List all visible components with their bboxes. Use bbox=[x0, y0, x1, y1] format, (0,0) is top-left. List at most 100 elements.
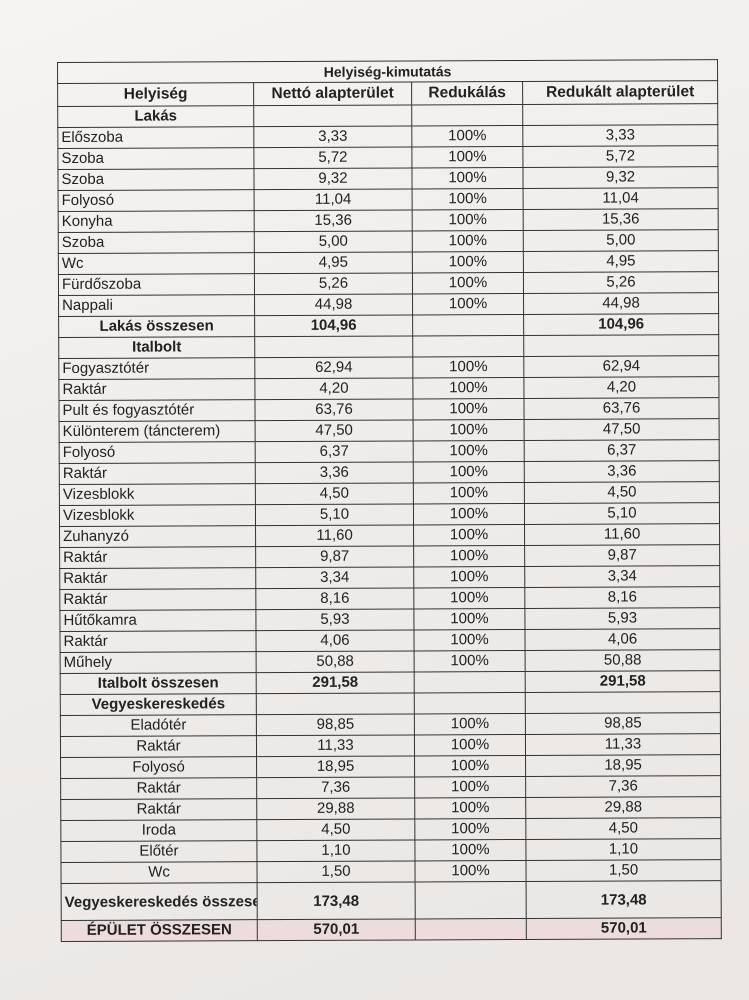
room-name: Vegyeskereskedés összesen bbox=[61, 882, 258, 921]
reduction: 100% bbox=[412, 251, 524, 273]
room-name: Zuhanyzó bbox=[59, 525, 256, 548]
reduction: 100% bbox=[413, 608, 525, 630]
reduced-area: 570,01 bbox=[526, 917, 722, 940]
reduced-area: 7,36 bbox=[525, 775, 721, 798]
reduced-area: 47,50 bbox=[524, 418, 720, 441]
table-row: Vizesblokk 5,10 100% 5,10 bbox=[59, 502, 720, 527]
section-total-row: Italbolt összesen 291,58 291,58 bbox=[60, 670, 721, 695]
table-row: Folyosó 18,95 100% 18,95 bbox=[60, 754, 721, 779]
room-name: Fogyasztótér bbox=[58, 357, 255, 380]
room-name: Hűtőkamra bbox=[59, 609, 256, 632]
reduced-area: 6,37 bbox=[524, 439, 720, 462]
reduced-area: 98,85 bbox=[525, 712, 721, 735]
net-area: 9,32 bbox=[253, 167, 413, 190]
net-area: 3,34 bbox=[255, 566, 414, 589]
reduced-area: 3,33 bbox=[522, 124, 718, 147]
room-schedule-table: Helyiség-kimutatás Helyiség Nettó alapte… bbox=[57, 59, 722, 942]
room-name: Eladótér bbox=[60, 714, 257, 737]
table-row: Raktár 29,88 100% 29,88 bbox=[60, 796, 721, 821]
net-area: 173,48 bbox=[257, 881, 416, 920]
reduction: 100% bbox=[414, 734, 526, 756]
room-name: Pult és fogyasztótér bbox=[58, 399, 256, 422]
net-area: 1,50 bbox=[256, 860, 416, 883]
reduction: 100% bbox=[413, 524, 525, 546]
reduction: 100% bbox=[414, 755, 526, 777]
table-title-row: Helyiség-kimutatás bbox=[57, 59, 718, 84]
table-row: Wc 4,95 100% 4,95 bbox=[58, 250, 719, 275]
reduction: 100% bbox=[413, 440, 525, 462]
table-title: Helyiség-kimutatás bbox=[57, 59, 718, 84]
reduced-area: 5,72 bbox=[522, 145, 719, 168]
table-row: Raktár 11,33 100% 11,33 bbox=[60, 733, 721, 758]
reduction: 100% bbox=[412, 209, 524, 231]
reduced-area: 4,06 bbox=[524, 628, 721, 651]
room-name: Nappali bbox=[58, 294, 255, 317]
net-area: 63,76 bbox=[254, 398, 414, 421]
room-name: Előszoba bbox=[57, 126, 254, 149]
room-name: Különterem (táncterem) bbox=[59, 420, 256, 443]
reduction bbox=[415, 918, 527, 940]
reduced-area: 9,32 bbox=[522, 166, 719, 189]
room-name: Folyosó bbox=[60, 756, 257, 779]
room-name: ÉPÜLET ÖSSZESEN bbox=[61, 919, 258, 942]
section-header-row: Vegyeskereskedés bbox=[60, 691, 721, 716]
table-row: Vizesblokk 4,50 100% 4,50 bbox=[59, 481, 720, 506]
table-row: Raktár 7,36 100% 7,36 bbox=[60, 775, 721, 800]
net-area: 6,37 bbox=[255, 440, 414, 463]
table-row: Előszoba 3,33 100% 3,33 bbox=[57, 124, 718, 149]
room-name: Italbolt összesen bbox=[60, 672, 257, 695]
section-title: Vegyeskereskedés bbox=[60, 693, 257, 716]
reduced-area: 5,26 bbox=[523, 271, 719, 294]
empty-cell bbox=[414, 692, 526, 714]
column-header: Helyiség bbox=[57, 82, 254, 107]
reduced-area: 3,36 bbox=[524, 460, 720, 483]
table-row: Raktár 9,87 100% 9,87 bbox=[59, 544, 720, 569]
grand-total-row: ÉPÜLET ÖSSZESEN 570,01 570,01 bbox=[61, 917, 722, 942]
net-area: 18,95 bbox=[256, 755, 415, 778]
room-name: Folyosó bbox=[59, 441, 256, 464]
reduction: 100% bbox=[414, 797, 526, 819]
reduced-area: 11,33 bbox=[525, 733, 721, 756]
reduction: 100% bbox=[412, 230, 524, 252]
room-name: Raktár bbox=[59, 462, 256, 485]
room-name: Műhely bbox=[60, 651, 257, 674]
net-area: 5,72 bbox=[253, 146, 412, 169]
empty-cell bbox=[254, 335, 413, 358]
room-name: Raktár bbox=[60, 777, 257, 800]
table-row: Iroda 4,50 100% 4,50 bbox=[60, 817, 721, 842]
reduction: 100% bbox=[412, 356, 524, 378]
room-name: Iroda bbox=[60, 819, 257, 842]
reduced-area: 4,50 bbox=[525, 817, 721, 840]
reduced-area: 291,58 bbox=[525, 670, 721, 693]
empty-cell bbox=[411, 104, 523, 126]
reduction: 100% bbox=[413, 587, 525, 609]
table-row: Raktár 4,20 100% 4,20 bbox=[58, 376, 720, 401]
empty-cell bbox=[523, 334, 719, 357]
reduced-area: 4,50 bbox=[524, 481, 720, 504]
reduction: 100% bbox=[412, 398, 525, 420]
reduced-area: 173,48 bbox=[526, 880, 722, 919]
net-area: 44,98 bbox=[254, 293, 413, 316]
reduction bbox=[412, 314, 524, 336]
reduction: 100% bbox=[413, 461, 525, 483]
reduction: 100% bbox=[413, 566, 525, 588]
net-area: 62,94 bbox=[254, 356, 413, 379]
table-row: Szoba 5,00 100% 5,00 bbox=[58, 229, 719, 254]
table-row: Műhely 50,88 100% 50,88 bbox=[60, 649, 721, 674]
room-name: Folyosó bbox=[58, 189, 255, 212]
reduction: 100% bbox=[412, 188, 524, 210]
table-row: Eladótér 98,85 100% 98,85 bbox=[60, 712, 721, 737]
table-row: Konyha 15,36 100% 15,36 bbox=[58, 208, 719, 233]
net-area: 11,60 bbox=[255, 524, 414, 547]
net-area: 4,95 bbox=[254, 251, 413, 274]
section-title: Lakás bbox=[57, 105, 254, 128]
room-name: Raktár bbox=[60, 735, 257, 758]
net-area: 8,16 bbox=[255, 587, 414, 610]
reduction: 100% bbox=[413, 419, 525, 441]
net-area: 3,33 bbox=[253, 125, 412, 148]
table-row: Fürdőszoba 5,26 100% 5,26 bbox=[58, 271, 719, 296]
reduced-area: 4,95 bbox=[523, 250, 719, 273]
reduction: 100% bbox=[413, 482, 525, 504]
reduced-area: 50,88 bbox=[525, 649, 721, 672]
table-row: Szoba 5,72 100% 5,72 bbox=[57, 145, 719, 170]
